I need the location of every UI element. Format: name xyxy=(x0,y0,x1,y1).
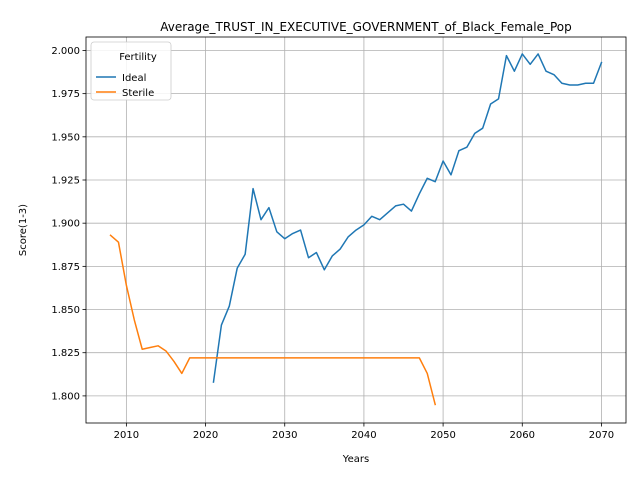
series-line-sterile xyxy=(109,234,437,406)
y-tick-label: 1.850 xyxy=(51,305,80,316)
y-tick-label: 1.875 xyxy=(51,262,80,273)
legend-label-sterile: Sterile xyxy=(122,88,154,99)
x-axis-label: Years xyxy=(342,454,369,465)
y-tick-label: 1.925 xyxy=(51,176,80,187)
chart-title: Average_TRUST_IN_EXECUTIVE_GOVERNMENT_of… xyxy=(160,20,571,34)
y-tick-label: 2.000 xyxy=(51,46,80,57)
series-line-ideal xyxy=(212,53,603,383)
legend: Fertility Ideal Sterile xyxy=(90,41,172,101)
y-tick-label: 1.800 xyxy=(51,391,80,402)
x-tick-label: 2040 xyxy=(351,430,376,441)
legend-label-ideal: Ideal xyxy=(122,73,146,84)
plot-frame xyxy=(85,36,627,424)
y-tick-label: 1.950 xyxy=(51,132,80,143)
x-tick-label: 2070 xyxy=(589,430,614,441)
legend-box xyxy=(90,41,172,101)
grid xyxy=(86,37,626,423)
x-tick-label: 2060 xyxy=(510,430,535,441)
legend-title: Fertility xyxy=(119,52,157,63)
x-tick-label: 2030 xyxy=(272,430,297,441)
x-tick-label: 2020 xyxy=(193,430,218,441)
axis-ticks: 2010 2020 2030 2040 2050 2060 2070 1.800 1.825 1.… xyxy=(51,46,614,441)
y-tick-label: 1.900 xyxy=(51,219,80,230)
x-tick-label: 2010 xyxy=(114,430,139,441)
series-lines xyxy=(109,53,603,406)
y-tick-label: 1.975 xyxy=(51,89,80,100)
x-tick-label: 2050 xyxy=(430,430,455,441)
y-axis-label: Score(1-3) xyxy=(18,204,29,256)
y-tick-label: 1.825 xyxy=(51,348,80,359)
